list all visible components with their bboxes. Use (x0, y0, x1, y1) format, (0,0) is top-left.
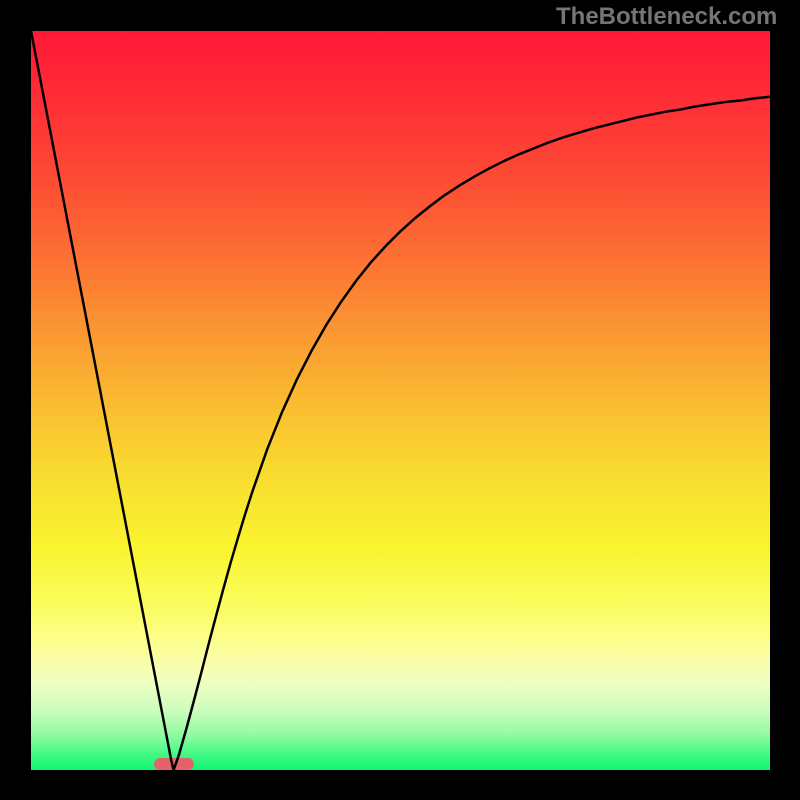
chart-container: TheBottleneck.com (0, 0, 800, 800)
curve-path (31, 31, 770, 770)
curve-layer (31, 31, 770, 770)
watermark-text: TheBottleneck.com (556, 3, 777, 30)
plot-area (31, 31, 770, 770)
watermark: TheBottleneck.com (556, 3, 777, 31)
